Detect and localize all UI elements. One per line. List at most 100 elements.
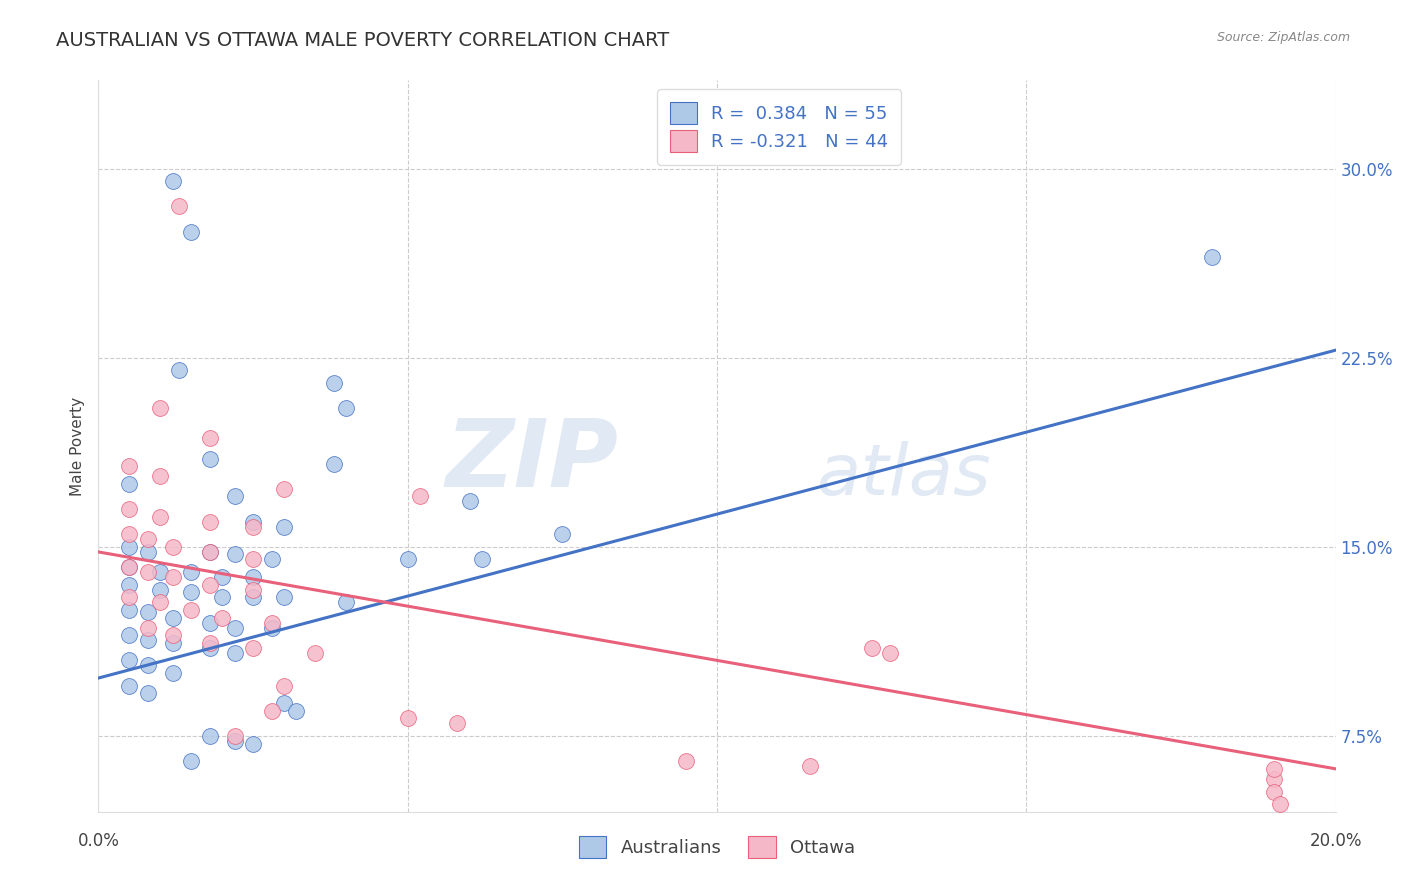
Point bbox=[180, 565, 202, 579]
Point bbox=[273, 696, 295, 710]
Point bbox=[799, 759, 821, 773]
Point bbox=[180, 585, 202, 599]
Y-axis label: Male Poverty: Male Poverty bbox=[70, 396, 86, 496]
Point bbox=[242, 737, 264, 751]
Point bbox=[260, 621, 283, 635]
Point bbox=[162, 628, 184, 642]
Point bbox=[198, 578, 221, 592]
Point bbox=[198, 545, 221, 559]
Point bbox=[224, 490, 246, 504]
Point bbox=[224, 621, 246, 635]
Point bbox=[180, 754, 202, 768]
Point bbox=[675, 754, 697, 768]
Point bbox=[322, 457, 344, 471]
Point bbox=[198, 640, 221, 655]
Point bbox=[446, 716, 468, 731]
Point bbox=[273, 591, 295, 605]
Point bbox=[162, 174, 184, 188]
Point bbox=[224, 729, 246, 743]
Point bbox=[396, 711, 419, 725]
Point bbox=[198, 515, 221, 529]
Point bbox=[322, 376, 344, 390]
Point bbox=[396, 552, 419, 566]
Point bbox=[198, 545, 221, 559]
Point bbox=[260, 552, 283, 566]
Point bbox=[162, 540, 184, 554]
Point bbox=[879, 646, 901, 660]
Point bbox=[273, 679, 295, 693]
Text: Source: ZipAtlas.com: Source: ZipAtlas.com bbox=[1216, 31, 1350, 45]
Point bbox=[167, 363, 190, 377]
Point bbox=[860, 640, 883, 655]
Point bbox=[118, 560, 141, 574]
Point bbox=[180, 603, 202, 617]
Point bbox=[1263, 772, 1285, 786]
Point bbox=[242, 582, 264, 597]
Point bbox=[149, 509, 172, 524]
Point bbox=[162, 636, 184, 650]
Point bbox=[162, 610, 184, 624]
Point bbox=[211, 570, 233, 584]
Point bbox=[285, 704, 308, 718]
Point bbox=[335, 401, 357, 416]
Point bbox=[242, 570, 264, 584]
Point bbox=[149, 469, 172, 483]
Point bbox=[136, 621, 159, 635]
Point bbox=[118, 653, 141, 667]
Text: AUSTRALIAN VS OTTAWA MALE POVERTY CORRELATION CHART: AUSTRALIAN VS OTTAWA MALE POVERTY CORREL… bbox=[56, 31, 669, 50]
Point bbox=[136, 565, 159, 579]
Point bbox=[136, 606, 159, 620]
Point bbox=[198, 432, 221, 446]
Point bbox=[118, 476, 141, 491]
Point bbox=[551, 527, 574, 541]
Point bbox=[458, 494, 481, 508]
Point bbox=[224, 548, 246, 562]
Point bbox=[162, 570, 184, 584]
Point bbox=[118, 603, 141, 617]
Point bbox=[242, 640, 264, 655]
Point bbox=[118, 527, 141, 541]
Point bbox=[118, 560, 141, 574]
Point bbox=[224, 734, 246, 748]
Point bbox=[118, 628, 141, 642]
Point bbox=[242, 515, 264, 529]
Point bbox=[136, 533, 159, 547]
Point bbox=[198, 615, 221, 630]
Point bbox=[273, 519, 295, 533]
Point bbox=[149, 565, 172, 579]
Point bbox=[198, 636, 221, 650]
Point bbox=[149, 401, 172, 416]
Text: 0.0%: 0.0% bbox=[77, 832, 120, 850]
Point bbox=[118, 459, 141, 474]
Point bbox=[136, 545, 159, 559]
Point bbox=[198, 729, 221, 743]
Point bbox=[242, 519, 264, 533]
Point bbox=[1263, 762, 1285, 776]
Point bbox=[1201, 250, 1223, 264]
Point bbox=[260, 615, 283, 630]
Point bbox=[242, 591, 264, 605]
Point bbox=[304, 646, 326, 660]
Text: ZIP: ZIP bbox=[446, 415, 619, 507]
Point bbox=[242, 552, 264, 566]
Point bbox=[1263, 784, 1285, 798]
Point bbox=[167, 199, 190, 213]
Point bbox=[335, 595, 357, 609]
Point bbox=[162, 665, 184, 680]
Point bbox=[211, 591, 233, 605]
Point bbox=[180, 225, 202, 239]
Point bbox=[118, 578, 141, 592]
Point bbox=[471, 552, 494, 566]
Text: atlas: atlas bbox=[815, 441, 991, 509]
Legend: Australians, Ottawa: Australians, Ottawa bbox=[572, 829, 862, 865]
Text: 20.0%: 20.0% bbox=[1309, 832, 1362, 850]
Point bbox=[118, 679, 141, 693]
Point bbox=[211, 610, 233, 624]
Point bbox=[149, 595, 172, 609]
Point bbox=[260, 704, 283, 718]
Point bbox=[136, 686, 159, 700]
Point bbox=[273, 482, 295, 496]
Point bbox=[149, 582, 172, 597]
Point bbox=[224, 646, 246, 660]
Point bbox=[118, 591, 141, 605]
